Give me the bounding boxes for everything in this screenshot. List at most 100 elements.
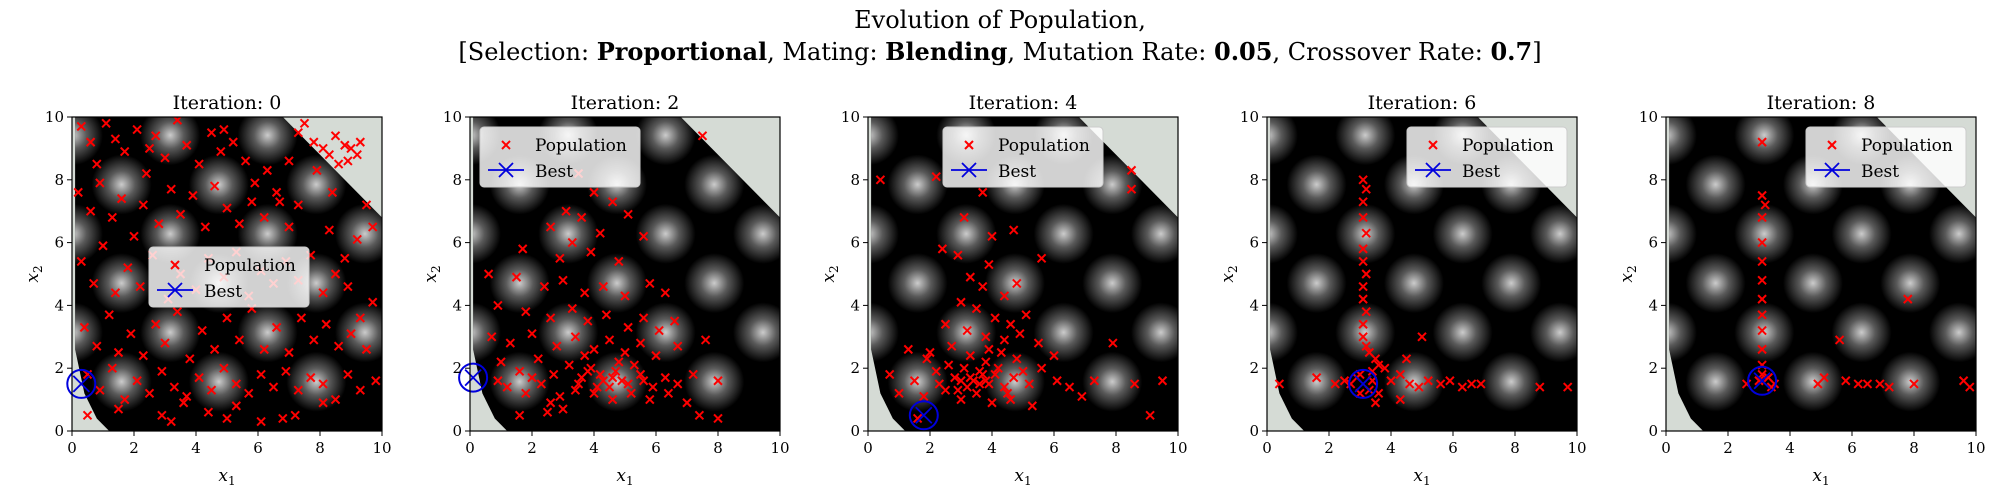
best-circle [66,368,97,399]
population-marker [1358,197,1368,207]
population-marker [493,376,503,386]
population-marker [934,379,945,389]
population-marker [567,237,578,248]
population-marker [981,376,991,386]
population-marker [1757,310,1767,320]
population-marker [371,376,381,386]
axes-frame [1665,116,1977,432]
population-marker [1027,401,1038,411]
figure-title: Evolution of Population, [Selection: Pro… [0,4,2000,68]
population-marker [1562,382,1573,392]
population-marker [110,134,121,144]
population-marker [166,416,176,427]
population-marker [645,278,655,289]
y-tick-label: 2 [54,359,64,377]
population-marker [181,140,192,150]
population-marker [1757,325,1767,336]
population-marker [1008,225,1019,235]
title-text: , Crossover Rate: [1272,38,1491,66]
population-marker [178,398,189,408]
population-marker [333,159,344,169]
y-tick-label: 10 [1240,108,1259,126]
population-marker [1024,379,1034,389]
x-tick-label: 6 [1049,439,1059,457]
population-marker [595,369,605,380]
y-axis-label: x2 [1617,265,1639,282]
legend: Population Best [479,126,641,188]
population-marker [203,407,214,417]
population-marker [672,341,683,351]
population-marker [713,376,723,386]
population-marker [355,313,366,323]
population-marker [1965,382,1975,392]
population-marker [1476,379,1486,389]
population-marker [355,385,366,395]
population-marker [1457,382,1468,392]
legend-population-label: Population [535,136,627,156]
population-marker [309,335,319,345]
x-tick-label: 8 [315,439,325,457]
y-tick-label: 0 [1249,422,1259,440]
population-marker [1757,294,1767,304]
population-marker [135,281,145,292]
population-marker [505,338,516,348]
population-marker [206,385,217,395]
population-marker [555,391,565,402]
y-tick-label: 8 [850,171,860,189]
population-marker [493,300,503,311]
population-marker [1358,281,1368,292]
population-marker [82,410,93,421]
population-marker [92,341,102,351]
population-marker [119,394,130,405]
population-marker [987,398,997,408]
population-marker [595,228,605,238]
population-marker [1754,376,1764,386]
y-axis-label: x2 [421,265,443,282]
population-marker [76,256,87,267]
population-marker [993,363,1003,373]
y-tick-label: 6 [452,234,462,252]
population-marker [309,137,319,147]
population-marker [256,416,266,427]
population-marker [626,388,636,399]
population-marker [645,394,655,405]
population-marker [284,222,294,232]
population-marker [996,347,1007,358]
population-marker [654,325,664,336]
x-axis-label: x1 [1812,466,1829,488]
legend-population-label: Population [998,136,1090,156]
y-tick-label: 2 [1249,359,1259,377]
population-marker [598,281,609,292]
y-tick-label: 2 [452,359,462,377]
y-axis-label: x2 [23,265,45,282]
population-marker [496,357,506,367]
population-marker [545,398,556,408]
population-marker [1358,244,1368,254]
population-marker [1330,379,1340,389]
population-marker [1049,350,1059,361]
population-marker [583,316,593,326]
population-marker [200,222,211,232]
population-marker [113,404,124,414]
population-marker [324,149,335,160]
population-marker [343,156,353,166]
mutation-rate-value: 0.05 [1214,37,1273,66]
population-marker [259,212,269,223]
y-tick-label: 4 [1648,296,1658,314]
legend-best-label: Best [204,282,242,302]
population-marker [1358,256,1368,267]
title-text: [Selection: [458,38,597,66]
population-marker [1358,175,1368,185]
population-marker [274,197,285,207]
population-marker [234,335,245,345]
population-marker [222,203,232,213]
population-marker [1760,200,1770,210]
population-marker [539,281,550,292]
x-axis-label: x1 [218,466,235,488]
population-marker [222,413,232,424]
population-marker [697,131,708,141]
legend: Population Best [1805,126,1967,188]
population-marker [318,398,328,408]
population-marker [141,168,152,179]
